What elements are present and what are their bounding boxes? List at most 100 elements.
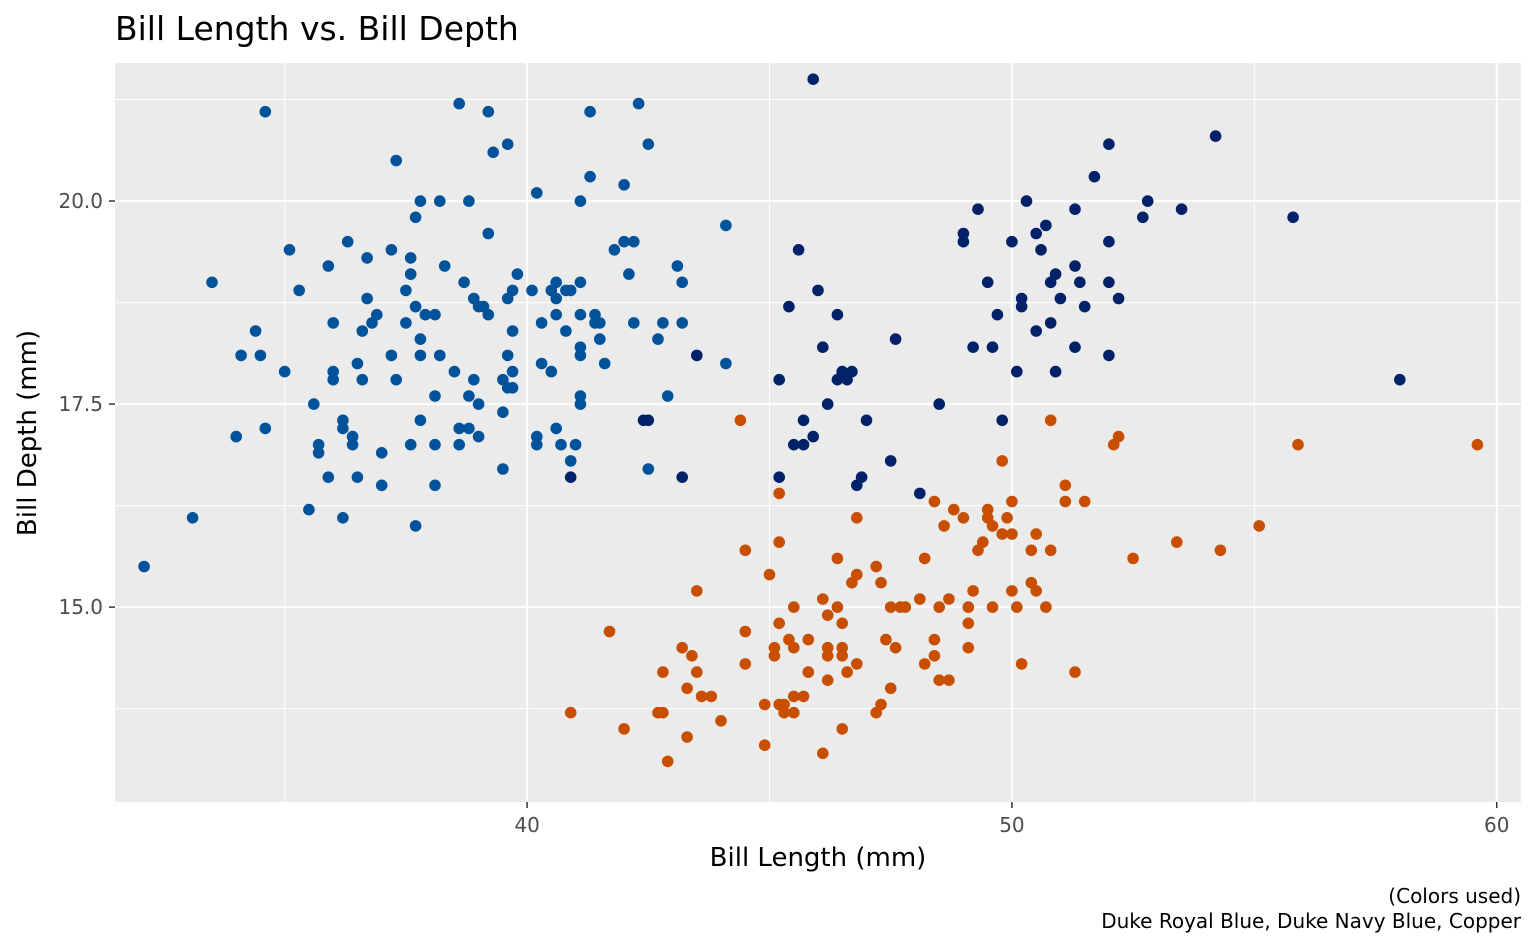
- scatter-point: [569, 438, 582, 451]
- y-axis-ticks: 15.0 17.5 20.0: [58, 189, 115, 619]
- scatter-point: [327, 373, 340, 386]
- scatter-point: [429, 479, 441, 492]
- scatter-point: [574, 349, 587, 362]
- scatter-point: [385, 244, 398, 256]
- scatter-point: [817, 747, 829, 760]
- scatter-point: [884, 601, 897, 613]
- scatter-point: [1074, 276, 1086, 289]
- scatter-point: [889, 641, 902, 654]
- scatter-point: [962, 641, 975, 654]
- scatter-point: [788, 690, 800, 703]
- scatter-point: [768, 650, 781, 662]
- scatter-point: [957, 512, 970, 524]
- scatter-point: [414, 195, 427, 207]
- scatter-point: [531, 187, 543, 199]
- x-tick-label: 50: [999, 813, 1024, 837]
- scatter-point: [404, 438, 417, 451]
- scatter-point: [1078, 300, 1091, 313]
- scatter-point: [851, 568, 863, 581]
- scatter-point: [628, 235, 640, 248]
- scatter-point: [303, 503, 315, 516]
- scatter-point: [778, 706, 790, 719]
- scatter-point: [400, 284, 412, 297]
- scatter-point: [337, 422, 349, 435]
- scatter-point: [327, 365, 340, 378]
- scatter-point: [414, 414, 427, 427]
- scatter-point: [453, 422, 466, 435]
- scatter-point: [361, 252, 373, 264]
- scatter-point: [657, 666, 669, 678]
- scatter-point: [1030, 528, 1042, 540]
- scatter-point: [482, 227, 495, 240]
- caption: (Colors used)Duke Royal Blue, Duke Navy …: [1101, 884, 1522, 933]
- scatter-point: [1137, 211, 1149, 224]
- scatter-point: [535, 317, 548, 329]
- scatter-point: [448, 365, 461, 378]
- scatter-point: [584, 105, 596, 118]
- scatter-point: [715, 715, 727, 727]
- y-tick-label: 17.5: [58, 392, 103, 416]
- scatter-point: [691, 585, 703, 597]
- scatter-point: [1394, 373, 1406, 386]
- scatter-point: [409, 520, 422, 532]
- scatter-point: [962, 617, 975, 630]
- scatter-point: [1069, 341, 1081, 354]
- scatter-point: [996, 528, 1008, 540]
- scatter-point: [720, 219, 732, 232]
- scatter-point: [351, 471, 364, 484]
- scatter-point: [463, 390, 475, 402]
- scatter-point: [870, 560, 882, 573]
- scatter-point: [1001, 512, 1013, 524]
- scatter-point: [1035, 244, 1047, 256]
- scatter-point: [385, 349, 398, 362]
- scatter-point: [821, 674, 834, 686]
- scatter-point: [986, 601, 999, 613]
- scatter-point: [545, 365, 558, 378]
- scatter-point: [283, 244, 296, 256]
- scatter-point: [293, 284, 306, 297]
- scatter-point: [773, 471, 785, 484]
- scatter-point: [836, 650, 848, 662]
- scatter-point: [1049, 365, 1062, 378]
- scatter-point: [1015, 292, 1028, 305]
- scatter-point: [812, 284, 824, 297]
- scatter-point: [1025, 544, 1038, 557]
- scatter-point: [312, 447, 325, 459]
- scatter-point: [681, 731, 693, 743]
- scatter-point: [603, 625, 616, 638]
- scatter-point: [1011, 365, 1023, 378]
- scatter-point: [497, 463, 509, 475]
- scatter-point: [361, 292, 373, 305]
- scatter-point: [598, 357, 611, 370]
- scatter-point: [657, 317, 669, 329]
- scatter-point: [235, 349, 247, 362]
- scatter-point: [574, 390, 587, 402]
- scatter-point: [691, 666, 703, 678]
- scatter-point: [531, 438, 543, 451]
- scatter-point: [506, 325, 519, 337]
- scatter-point: [1040, 219, 1052, 232]
- minor-gridlines: [115, 63, 1521, 802]
- scatter-point: [797, 690, 810, 703]
- scatter-point: [472, 398, 485, 410]
- scatter-point: [821, 398, 834, 410]
- scatter-point: [550, 308, 562, 321]
- scatter-point: [899, 601, 912, 613]
- scatter-point: [739, 625, 752, 638]
- scatter-point: [851, 658, 863, 670]
- scatter-point: [928, 633, 941, 646]
- scatter-point: [458, 276, 470, 289]
- scatter-point: [414, 333, 427, 345]
- scatter-point: [308, 398, 320, 410]
- scatter-point: [409, 300, 422, 313]
- scatter-point: [618, 723, 630, 735]
- scatter-point: [836, 723, 848, 735]
- scatter-point: [981, 276, 994, 289]
- scatter-point: [875, 576, 887, 589]
- scatter-point: [1044, 317, 1057, 329]
- scatter-point: [681, 682, 693, 695]
- scatter-point: [404, 252, 417, 264]
- scatter-point: [880, 633, 892, 646]
- scatter-point: [855, 471, 868, 484]
- scatter-point: [327, 317, 340, 329]
